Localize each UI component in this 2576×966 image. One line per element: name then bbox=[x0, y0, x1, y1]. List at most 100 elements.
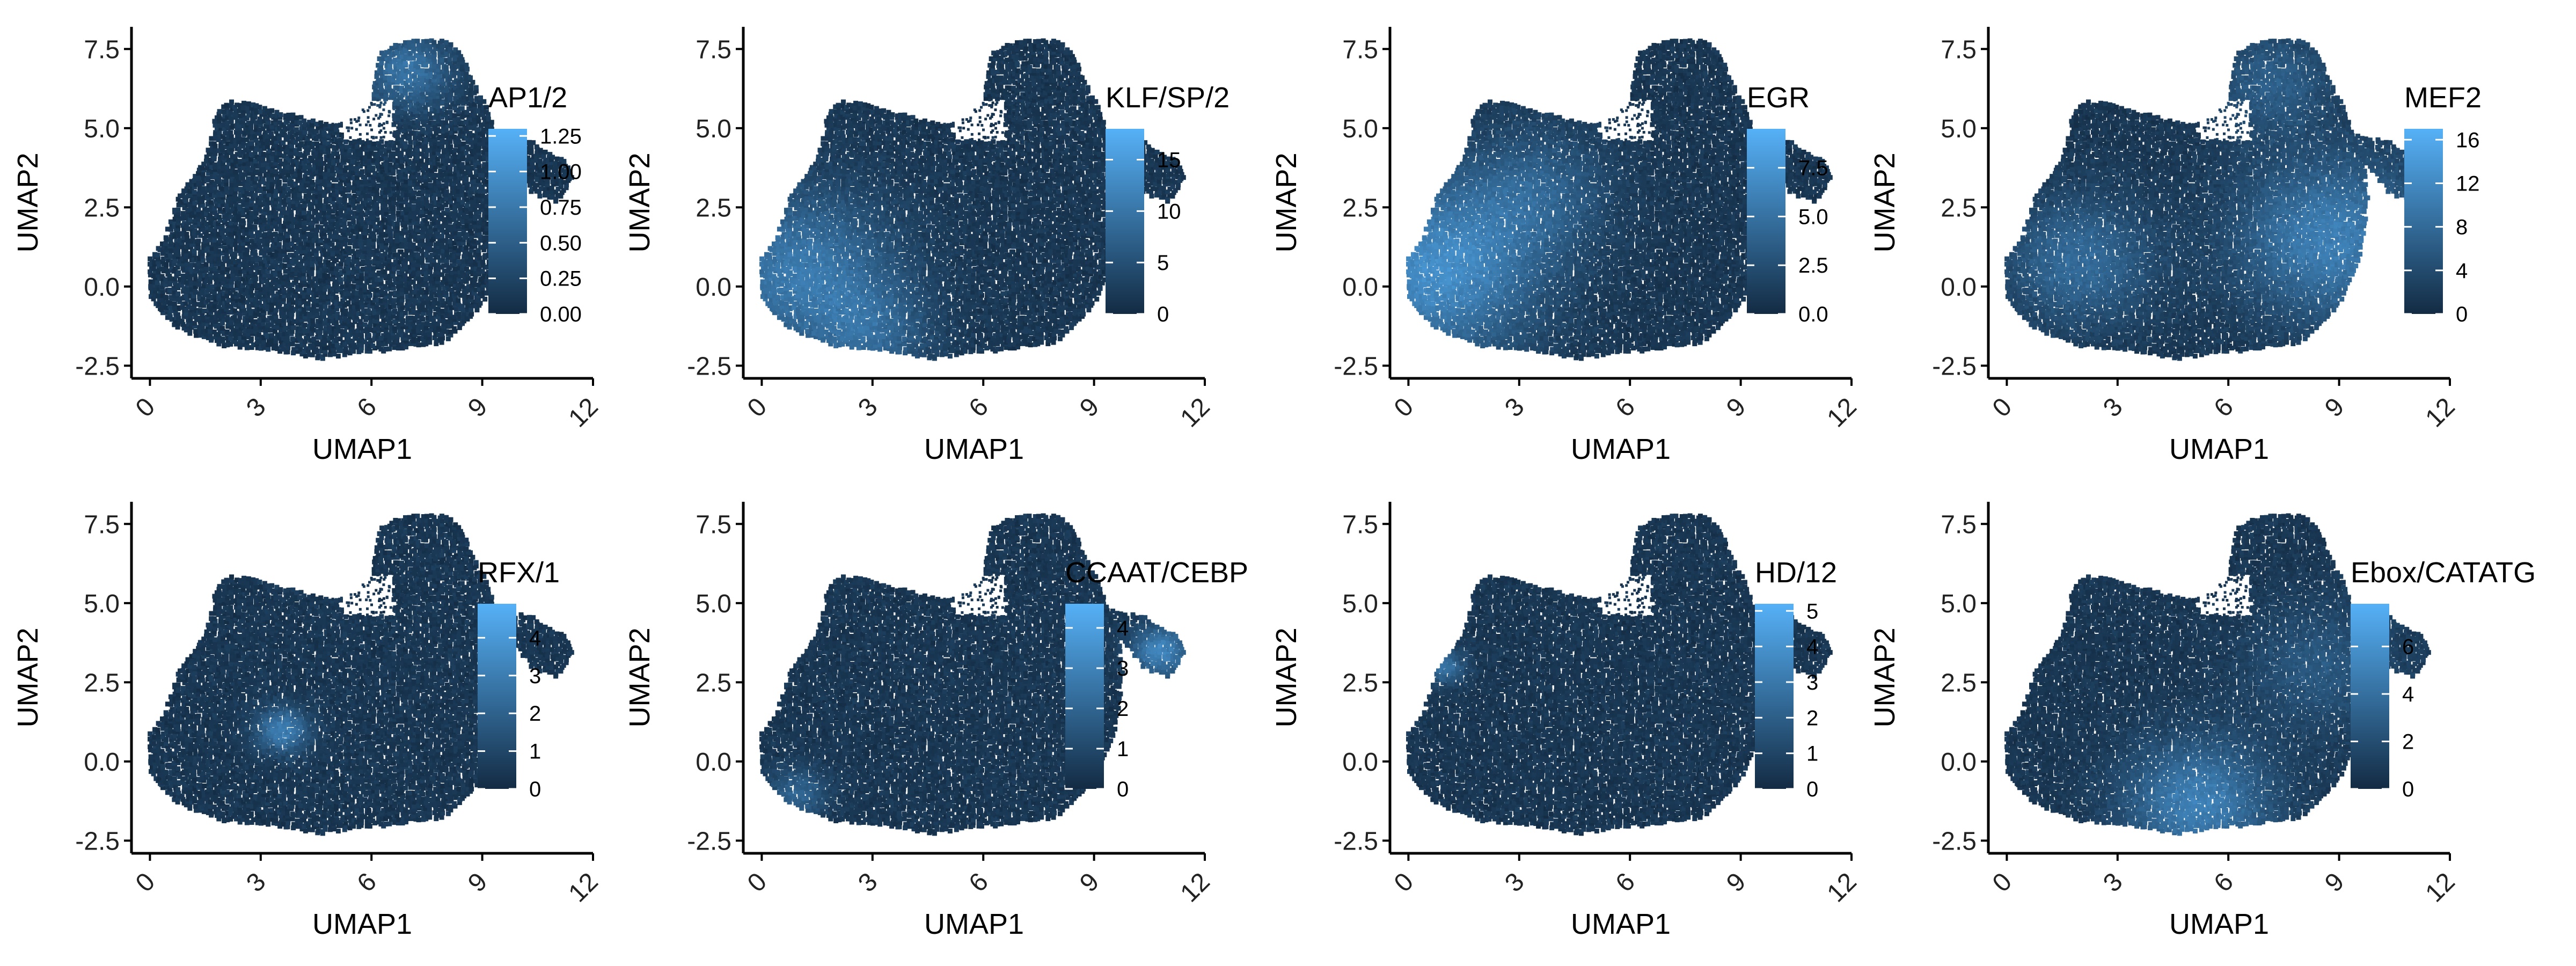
cell-point bbox=[236, 259, 241, 264]
cell-point bbox=[229, 280, 234, 284]
cell-point bbox=[291, 325, 296, 330]
cell-point bbox=[376, 326, 380, 331]
cell-point bbox=[399, 328, 404, 333]
cell-point bbox=[444, 65, 449, 70]
cell-point bbox=[181, 266, 186, 271]
cell-point bbox=[224, 252, 229, 257]
cell-point bbox=[327, 325, 332, 330]
cell-point bbox=[197, 316, 202, 320]
cell-point bbox=[452, 267, 457, 272]
cell-point bbox=[448, 312, 453, 317]
cell-point bbox=[240, 246, 245, 251]
cell-point bbox=[192, 201, 197, 206]
cell-point bbox=[342, 225, 347, 230]
cell-point bbox=[423, 165, 428, 170]
cell-point bbox=[310, 318, 315, 323]
cell-point bbox=[456, 298, 460, 303]
cell-point bbox=[220, 326, 225, 331]
cell-point bbox=[281, 347, 286, 352]
cell-point bbox=[334, 284, 339, 289]
cell-point bbox=[245, 340, 250, 345]
cell-point bbox=[204, 222, 209, 226]
cell-point bbox=[208, 200, 213, 205]
cell-point bbox=[392, 74, 397, 79]
cell-point bbox=[224, 103, 229, 108]
cell-point bbox=[403, 124, 408, 129]
cell-point bbox=[258, 245, 262, 250]
cell-point bbox=[399, 250, 404, 254]
cell-point bbox=[156, 253, 160, 258]
cell-point bbox=[261, 340, 266, 345]
cell-point bbox=[331, 276, 336, 281]
cell-point bbox=[303, 165, 308, 170]
cell-point bbox=[257, 332, 261, 337]
cell-point bbox=[277, 218, 282, 223]
cell-point bbox=[411, 243, 416, 247]
cell-point bbox=[233, 159, 238, 164]
cell-point bbox=[196, 246, 201, 251]
cell-point bbox=[327, 329, 332, 334]
cell-point bbox=[277, 186, 282, 191]
cell-point bbox=[188, 217, 193, 222]
cell-point bbox=[314, 122, 319, 127]
cell-point bbox=[294, 277, 298, 282]
cell-point bbox=[185, 287, 190, 292]
cell-point bbox=[286, 349, 290, 354]
cell-point bbox=[216, 249, 221, 254]
cell-point bbox=[346, 186, 351, 191]
cell-point bbox=[408, 145, 413, 150]
cell-point bbox=[338, 347, 343, 352]
cell-point bbox=[448, 144, 453, 149]
cell-point bbox=[378, 277, 383, 282]
cell-point bbox=[302, 276, 306, 281]
cell-point bbox=[245, 182, 250, 187]
cell-point bbox=[253, 276, 258, 281]
cell-point bbox=[371, 166, 376, 171]
cell-point bbox=[416, 65, 421, 70]
cell-point bbox=[431, 121, 436, 126]
cell-point bbox=[435, 127, 440, 132]
cell-point bbox=[201, 186, 206, 191]
cell-point bbox=[321, 210, 326, 215]
cell-point bbox=[358, 319, 363, 324]
cell-point bbox=[456, 291, 460, 296]
cell-point bbox=[448, 239, 452, 244]
cell-point bbox=[278, 158, 283, 163]
cell-point bbox=[224, 186, 229, 191]
cell-point bbox=[245, 197, 250, 202]
cell-point bbox=[456, 241, 461, 246]
cell-point bbox=[233, 170, 238, 174]
cell-point bbox=[303, 328, 308, 333]
cell-point bbox=[367, 309, 371, 313]
cell-point bbox=[370, 343, 375, 348]
cell-point bbox=[212, 330, 217, 334]
cell-point bbox=[387, 215, 392, 219]
cell-point bbox=[274, 211, 279, 216]
cell-point bbox=[176, 297, 181, 302]
cell-point bbox=[338, 169, 343, 174]
cell-point bbox=[298, 152, 303, 157]
cell-point bbox=[367, 333, 371, 338]
cell-point bbox=[387, 84, 392, 89]
cell-point bbox=[286, 281, 290, 286]
cell-point bbox=[323, 222, 328, 226]
cell-point bbox=[395, 110, 400, 115]
cell-point bbox=[151, 266, 156, 271]
cell-point bbox=[277, 319, 282, 324]
cell-point bbox=[289, 180, 294, 185]
cell-point bbox=[163, 241, 168, 246]
cell-point bbox=[310, 270, 314, 275]
cell-point bbox=[258, 116, 262, 121]
cell-point bbox=[388, 163, 393, 167]
cell-point bbox=[226, 298, 231, 303]
cell-point bbox=[371, 142, 376, 147]
cell-point bbox=[416, 172, 421, 177]
cell-point bbox=[415, 221, 420, 225]
cell-point bbox=[319, 225, 324, 230]
cell-point bbox=[224, 169, 229, 174]
cell-point bbox=[326, 274, 331, 279]
cell-point bbox=[189, 280, 194, 285]
cell-point bbox=[305, 232, 310, 237]
cell-point bbox=[418, 243, 422, 247]
cell-point bbox=[440, 57, 445, 62]
